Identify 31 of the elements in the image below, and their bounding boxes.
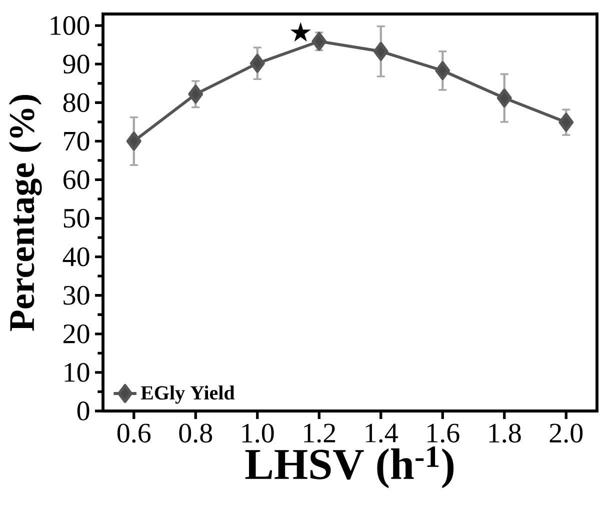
x-axis-title: LHSV (h$^{-1}$) (245, 446, 454, 488)
y-tick-label: 100 (50, 16, 90, 35)
y-axis-title: Percentage (%) (8, 94, 42, 331)
y-tick-label: 90 (63, 54, 90, 74)
point (126, 132, 142, 151)
x-tick-label: 0.8 (179, 424, 212, 443)
y-tick-label: 30 (64, 286, 90, 305)
y-tick-label: 50 (64, 208, 90, 228)
y-tick-label: 80 (63, 93, 90, 112)
point (435, 61, 450, 80)
x-tick-label: 1.6 (428, 424, 460, 443)
y-tick-label: 0 (77, 402, 90, 420)
point (558, 112, 574, 132)
x-tick-label: 1.2 (304, 424, 336, 443)
x-tick-label: 0.6 (117, 424, 151, 443)
x-tick-label: 2.0 (550, 424, 583, 443)
point (188, 84, 204, 104)
x-tick-label: 1.0 (242, 424, 274, 443)
y-tick-label: 20 (64, 324, 90, 344)
point (250, 54, 265, 73)
y-tick-label: 10 (64, 363, 90, 382)
annotation: ★ (290, 22, 311, 42)
x-tick-label: 1.4 (366, 424, 398, 443)
legend-label: EGly Yield (140, 386, 235, 404)
y-tick-label: 60 (64, 170, 90, 190)
point (312, 32, 327, 51)
point (373, 42, 388, 61)
y-tick-label: 40 (62, 247, 90, 266)
y-tick-label: 70 (64, 132, 90, 151)
x-tick-label: 1.8 (489, 424, 521, 443)
point (496, 88, 512, 108)
